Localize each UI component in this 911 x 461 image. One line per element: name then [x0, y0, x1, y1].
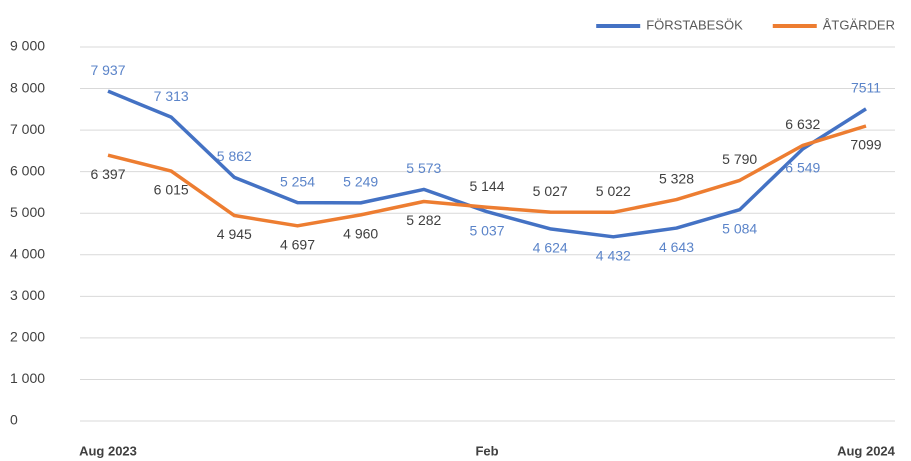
y-tick-label: 3 000: [10, 287, 45, 303]
data-label: 4 643: [659, 239, 694, 255]
data-label: 5 037: [469, 222, 504, 238]
y-tick-label: 4 000: [10, 245, 45, 261]
data-label: 5 249: [343, 174, 378, 190]
data-label: 7511: [851, 80, 881, 96]
data-label: 4 432: [596, 248, 631, 264]
data-label: 4 624: [533, 240, 568, 256]
data-label: 7099: [850, 137, 881, 153]
data-label: 5 328: [659, 170, 694, 186]
y-tick-label: 6 000: [10, 162, 45, 178]
x-tick-label: Aug 2023: [79, 443, 137, 458]
data-label: 5 282: [406, 212, 441, 228]
data-label: 5 022: [596, 183, 631, 199]
data-label: 5 862: [217, 148, 252, 164]
data-label: 6 549: [785, 160, 820, 176]
x-tick-label: Aug 2024: [837, 443, 896, 458]
data-label: 4 697: [280, 237, 315, 253]
legend-label: ÅTGÄRDER: [823, 17, 895, 32]
series-line: [107, 124, 867, 228]
y-tick-label: 0: [10, 412, 18, 428]
y-tick-label: 7 000: [10, 121, 45, 137]
data-label: 4 945: [217, 226, 252, 242]
y-tick-label: 5 000: [10, 204, 45, 220]
data-label: 7 313: [154, 88, 189, 104]
data-label: 6 015: [154, 182, 189, 198]
data-label: 5 027: [533, 183, 568, 199]
data-label: 5 573: [406, 160, 441, 176]
data-label: 4 960: [343, 226, 378, 242]
data-label: 5 254: [280, 173, 315, 189]
series-line: [107, 89, 867, 239]
y-tick-label: 9 000: [10, 38, 45, 54]
y-tick-label: 2 000: [10, 329, 45, 345]
data-label: 5 084: [722, 220, 757, 236]
data-label: 6 397: [90, 166, 125, 182]
y-tick-label: 1 000: [10, 370, 45, 386]
data-label: 5 790: [722, 151, 757, 167]
data-label: 5 144: [469, 178, 504, 194]
data-label: 6 632: [785, 116, 820, 132]
legend-label: FÖRSTABESÖK: [646, 17, 743, 32]
x-tick-label: Feb: [475, 443, 498, 458]
y-tick-label: 8 000: [10, 79, 45, 95]
data-label: 7 937: [90, 62, 125, 78]
